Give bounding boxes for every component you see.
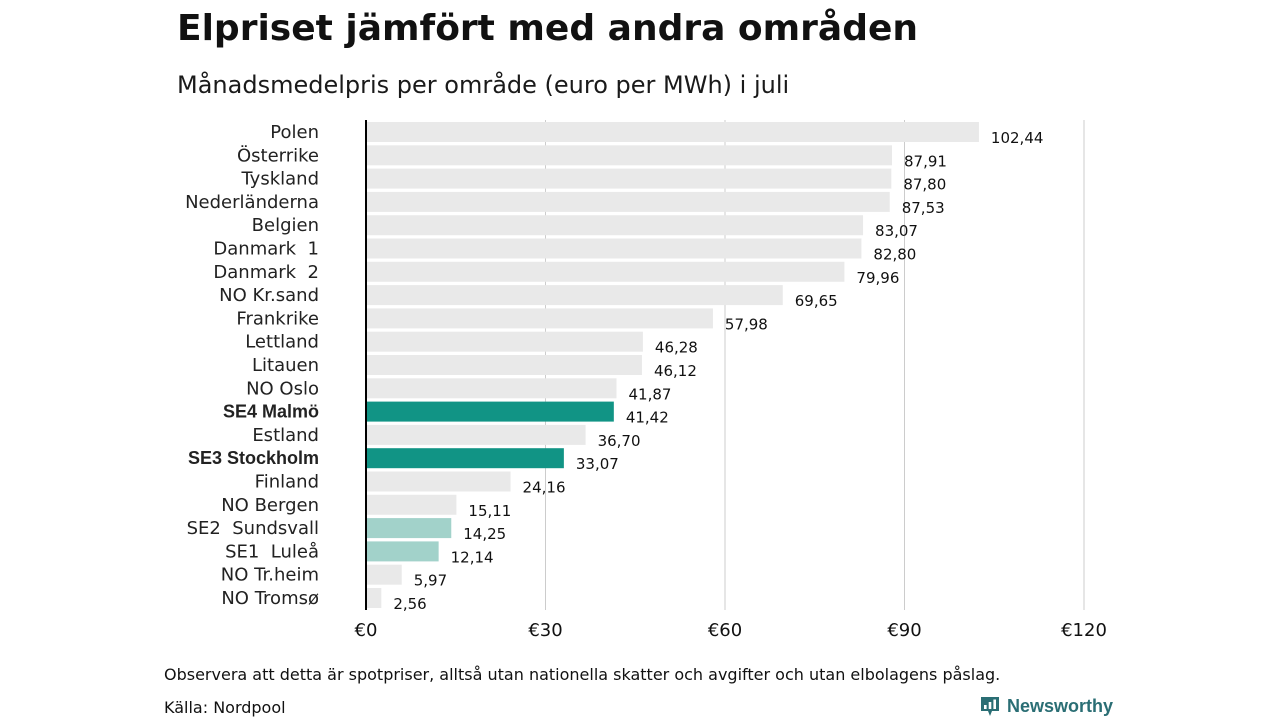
category-label: Nederländerna bbox=[185, 192, 319, 213]
category-label: NO Bergen bbox=[221, 495, 319, 516]
value-label: 46,12 bbox=[654, 362, 697, 380]
bar bbox=[366, 471, 511, 492]
value-label: 79,96 bbox=[856, 269, 899, 287]
x-tick-label: €60 bbox=[708, 620, 742, 641]
bar bbox=[366, 518, 452, 539]
bar bbox=[366, 215, 864, 236]
value-label: 87,53 bbox=[902, 199, 945, 217]
value-label: 15,11 bbox=[468, 502, 511, 520]
bar bbox=[366, 378, 617, 399]
x-tick-label: €90 bbox=[887, 620, 921, 641]
category-label: SE3 Stockholm bbox=[188, 448, 319, 468]
value-label: 69,65 bbox=[795, 292, 838, 310]
category-label: Österrike bbox=[237, 144, 319, 166]
category-label: SE1 Luleå bbox=[225, 541, 319, 562]
value-label: 41,87 bbox=[629, 385, 672, 403]
value-label: 87,80 bbox=[903, 176, 946, 194]
bar-chart: Polen 102,44 Österrike 87,91 Tyskland 87,80 Ne… bbox=[185, 120, 1107, 641]
x-tick-label: €0 bbox=[355, 620, 378, 641]
brand-name: Newsworthy bbox=[1007, 695, 1114, 716]
value-label: 24,16 bbox=[523, 479, 566, 497]
value-label: 41,42 bbox=[626, 409, 669, 427]
value-label: 82,80 bbox=[873, 246, 916, 264]
category-label: Estland bbox=[252, 425, 319, 446]
bar bbox=[366, 238, 862, 259]
category-label: Lettland bbox=[245, 332, 319, 353]
bar bbox=[366, 285, 783, 306]
value-label: 36,70 bbox=[598, 432, 641, 450]
value-label: 46,28 bbox=[655, 339, 698, 357]
value-label: 57,98 bbox=[725, 315, 768, 333]
x-tick-label: €120 bbox=[1061, 620, 1107, 641]
brand-logo: Newsworthy bbox=[979, 694, 1113, 718]
x-tick-label: €30 bbox=[528, 620, 562, 641]
value-label: 102,44 bbox=[991, 129, 1043, 147]
category-label: SE2 Sundsvall bbox=[187, 518, 319, 539]
category-label: Tyskland bbox=[240, 169, 319, 190]
category-label: Danmark 1 bbox=[213, 239, 319, 260]
value-label: 14,25 bbox=[463, 525, 506, 543]
bar bbox=[366, 541, 439, 562]
bar bbox=[366, 564, 402, 585]
bar bbox=[366, 308, 713, 329]
category-label: Danmark 2 bbox=[213, 262, 319, 283]
value-label: 12,14 bbox=[451, 548, 494, 566]
category-label: NO Tromsø bbox=[221, 588, 319, 609]
value-label: 83,07 bbox=[875, 222, 918, 240]
bar bbox=[366, 588, 382, 608]
bar bbox=[366, 168, 892, 189]
value-label: 33,07 bbox=[576, 455, 619, 473]
chart-subtitle: Månadsmedelpris per område (euro per MWh… bbox=[177, 71, 790, 99]
newsworthy-logo-icon bbox=[981, 697, 999, 716]
bar bbox=[366, 145, 892, 166]
bar bbox=[366, 355, 642, 375]
category-label: NO Tr.heim bbox=[221, 565, 319, 586]
footnote: Observera att detta är spotpriser, allts… bbox=[164, 665, 1001, 684]
bar bbox=[366, 191, 890, 212]
category-label: NO Kr.sand bbox=[219, 285, 319, 306]
category-label: Litauen bbox=[252, 355, 319, 376]
bar bbox=[366, 424, 586, 445]
bar bbox=[366, 448, 564, 469]
category-label: NO Oslo bbox=[246, 378, 319, 399]
bar bbox=[366, 494, 457, 515]
category-label: SE4 Malmö bbox=[223, 402, 319, 422]
category-label: Polen bbox=[270, 122, 319, 143]
category-label: Finland bbox=[255, 472, 319, 493]
value-label: 2,56 bbox=[393, 595, 426, 613]
bar bbox=[366, 401, 614, 422]
value-label: 87,91 bbox=[904, 152, 947, 170]
category-label: Belgien bbox=[252, 215, 319, 236]
value-label: 5,97 bbox=[414, 572, 447, 590]
bar bbox=[366, 261, 845, 282]
category-label: Frankrike bbox=[236, 308, 319, 329]
chart-title: Elpriset jämfört med andra områden bbox=[177, 8, 919, 49]
bar bbox=[366, 122, 979, 142]
source-credit: Källa: Nordpool bbox=[164, 698, 286, 717]
bar bbox=[366, 331, 643, 352]
